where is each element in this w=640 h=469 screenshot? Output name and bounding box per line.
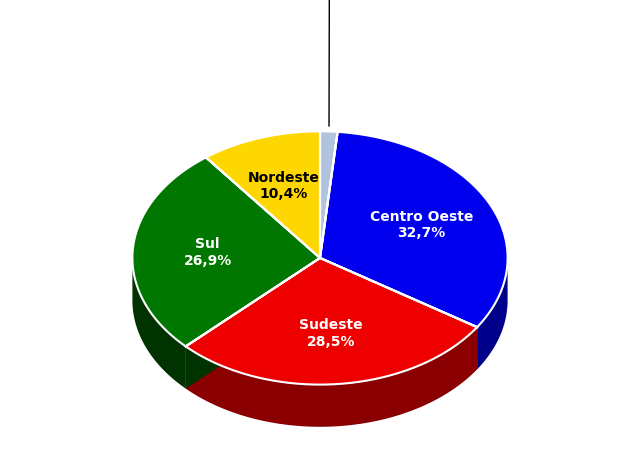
Polygon shape xyxy=(206,131,320,258)
Polygon shape xyxy=(320,131,338,258)
Text: Centro Oeste
32,7%: Centro Oeste 32,7% xyxy=(370,210,473,240)
Polygon shape xyxy=(186,258,320,389)
Polygon shape xyxy=(132,258,186,389)
Text: Nordeste
10,4%: Nordeste 10,4% xyxy=(248,171,320,201)
Polygon shape xyxy=(320,258,477,370)
Polygon shape xyxy=(186,258,320,389)
Polygon shape xyxy=(320,132,508,327)
Polygon shape xyxy=(186,258,477,385)
Polygon shape xyxy=(132,158,320,347)
Polygon shape xyxy=(186,327,477,427)
Polygon shape xyxy=(477,258,508,370)
Text: Sudeste
28,5%: Sudeste 28,5% xyxy=(299,318,363,348)
Text: Sul
26,9%: Sul 26,9% xyxy=(184,237,232,268)
Polygon shape xyxy=(320,258,477,370)
